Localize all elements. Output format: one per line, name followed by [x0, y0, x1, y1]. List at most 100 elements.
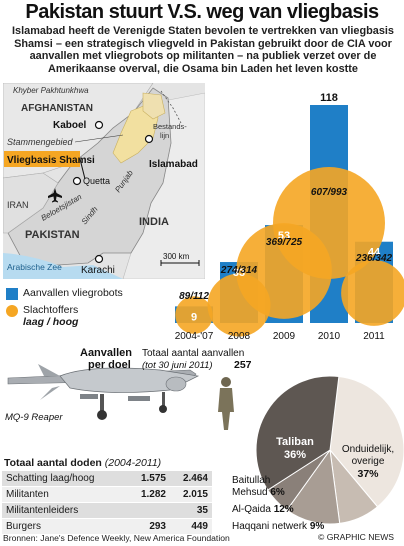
- bar-value-4: 44: [368, 247, 381, 259]
- label-india: INDIA: [139, 216, 169, 228]
- pie-total-label: Totaal aantal aanvallen: [142, 348, 244, 359]
- khyber-region: [142, 92, 166, 120]
- shamsi-plane-icon: [48, 188, 62, 203]
- legend-attacks-swatch: [6, 288, 18, 300]
- table-cell-name: Burgers: [6, 521, 42, 532]
- islamabad-marker: [144, 134, 154, 144]
- table-heading-note: (2004-2011): [104, 456, 162, 469]
- label-afghanistan: AFGHANISTAN: [21, 103, 93, 114]
- sources: Bronnen: Jane's Defence Weekly, New Amer…: [3, 533, 230, 543]
- label-bestandslijn-2: lijn: [160, 131, 169, 140]
- pie-heading: Aanvallen: [80, 347, 132, 359]
- kaboel-marker: [94, 120, 104, 130]
- category-label-4: 2011: [363, 331, 385, 342]
- table-heading-label: Totaal aantal doden: [4, 456, 102, 469]
- bubble-label-4: 236/342: [355, 253, 393, 264]
- bubble-victims-0: [175, 296, 213, 334]
- stammengebied-pointer: [74, 134, 124, 143]
- quetta-marker: [72, 176, 82, 186]
- page-subtitle: Islamabad heeft de Verenigde Staten bevo…: [12, 25, 394, 75]
- pie-value-2: 12%: [274, 504, 294, 515]
- table-cell-name: Militantenleiders: [6, 505, 79, 516]
- pie-label-2: Al-Qaida 12%: [232, 504, 294, 515]
- bubble-victims-3: [273, 167, 385, 279]
- label-arabische-zee: Arabische Zee: [7, 262, 62, 272]
- table-cell-low: 1.282: [140, 489, 166, 500]
- label-kaboel: Kaboel: [53, 120, 87, 131]
- table-row: Militanten 1.282 2.015: [2, 487, 212, 503]
- legend-victims: Slachtoffers laag / hoog: [6, 304, 123, 328]
- pie-slice-4: [255, 375, 340, 491]
- pie-label-0b: overige: [352, 456, 385, 467]
- table-row: Burgers 293 449: [2, 519, 212, 535]
- table-cell-name: Militanten: [6, 489, 49, 500]
- pie-value-1: 9%: [310, 521, 325, 532]
- pie-label-0a: Onduidelijk,: [342, 444, 394, 455]
- pie-value-3: 6%: [270, 487, 285, 498]
- category-label-3: 2010: [318, 331, 341, 342]
- bar-value-0: 9: [191, 311, 197, 323]
- label-iran: IRAN: [7, 200, 29, 210]
- table-cell-low: 293: [149, 521, 166, 532]
- pie-label-3a: Baitullah: [232, 475, 270, 486]
- category-label-1: 2008: [228, 331, 251, 342]
- bar-value-1: 33: [233, 267, 245, 279]
- bubble-label-1: 274/314: [220, 265, 258, 276]
- bar-value-2: 53: [278, 230, 290, 242]
- legend-victims-sub: laag / hoog: [23, 316, 79, 328]
- table-cell-high: 2.015: [182, 489, 208, 500]
- pie-label-1: Haqqani netwerk 9%: [232, 521, 324, 532]
- bubble-label-0: 89/112: [179, 291, 209, 302]
- bubble-victims-4: [341, 260, 404, 326]
- karachi-marker: [94, 254, 104, 264]
- shamsi-pointer: [79, 158, 86, 180]
- pie-value-4: 36%: [284, 449, 306, 461]
- legend-attacks: Aanvallen vliegrobots: [6, 287, 123, 300]
- table-heading: Totaal aantal doden (2004-2011): [2, 455, 212, 471]
- category-label-2: 2009: [273, 331, 296, 342]
- label-stammengebied: Stammengebied: [7, 137, 74, 147]
- pie-total-note: (tot 30 juni 2011): [142, 360, 213, 371]
- table-cell-low: 1.575: [140, 473, 166, 484]
- credit: © GRAPHIC NEWS: [318, 532, 395, 542]
- bubble-label-2: 369/725: [266, 237, 303, 248]
- arabian-sea: [3, 253, 123, 279]
- table-row: Militantenleiders 35: [2, 503, 212, 519]
- pie-heading-2: per doel: [88, 359, 131, 371]
- legend-victims-swatch: [6, 305, 18, 317]
- table-cell-high: 449: [191, 521, 208, 532]
- shamsi-callout: [4, 151, 80, 167]
- category-label-0: 2004-'07: [175, 331, 214, 342]
- ceasefire-line: [160, 90, 182, 124]
- pie-section: MQ-9 Reaper Aanvallen per doel Totaal aa…: [5, 347, 404, 532]
- chart-legend: Aanvallen vliegrobots Slachtoffers laag …: [6, 287, 123, 332]
- pie-slice-0: [329, 375, 404, 508]
- legend-attacks-label: Aanvallen vliegrobots: [23, 287, 123, 299]
- label-khyber: Khyber Pakhtunkhwa: [13, 86, 89, 95]
- pie-value-0: 37%: [357, 468, 379, 480]
- targets-pie: [255, 375, 404, 525]
- pie-total-value: 257: [234, 359, 252, 371]
- label-quetta: Quetta: [83, 176, 110, 186]
- table-cell-high: 35: [196, 505, 208, 516]
- bubble-label-3: 607/993: [311, 187, 348, 198]
- label-islamabad: Islamabad: [149, 159, 198, 170]
- table-cell-name: Schatting laag/hoog: [6, 473, 95, 484]
- label-pakistan: PAKISTAN: [25, 229, 80, 241]
- table-cell-high: 2.464: [182, 473, 208, 484]
- page-title: Pakistan stuurt V.S. weg van vliegbasis: [25, 1, 379, 23]
- scale-label: 300 km: [163, 252, 190, 261]
- death-toll-table: Totaal aantal doden (2004-2011) Schattin…: [2, 455, 212, 535]
- drone-caption: MQ-9 Reaper: [5, 412, 63, 423]
- table-row: Schatting laag/hoog 1.575 2.464: [2, 471, 212, 487]
- shamsi-callout-label: Vliegbasis Shamsi: [7, 155, 95, 166]
- pie-label-4: Taliban: [276, 436, 314, 448]
- label-bestandslijn: Bestands-: [153, 122, 187, 131]
- bar-value-3: 118: [320, 92, 338, 104]
- pakistan-map: Khyber Pakhtunkhwa AFGHANISTAN Kaboel St…: [3, 83, 205, 279]
- label-karachi: Karachi: [81, 265, 115, 276]
- drone-illustration: [7, 364, 200, 420]
